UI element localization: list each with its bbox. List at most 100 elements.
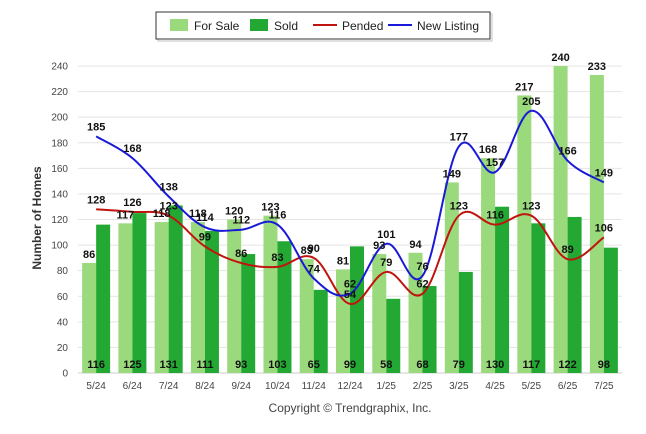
y-tick-label: 180 — [51, 138, 68, 149]
label-sold: 79 — [453, 359, 465, 371]
bar-sold — [386, 298, 401, 373]
label-pended: 89 — [561, 244, 573, 256]
y-tick-label: 60 — [57, 292, 69, 303]
bar-sold — [458, 271, 473, 373]
label-for-sale: 118 — [189, 208, 207, 220]
bar-for-sale — [444, 182, 459, 373]
label-new-listing: 185 — [87, 121, 105, 133]
label-for-sale: 123 — [261, 202, 279, 214]
label-sold: 122 — [558, 359, 576, 371]
x-tick-label: 7/24 — [159, 381, 179, 392]
label-for-sale: 168 — [479, 144, 497, 156]
bar-sold — [495, 206, 510, 373]
bars — [82, 66, 618, 374]
bar-sold — [241, 254, 256, 373]
data-labels: 8611612818511712512616811813112313811811… — [83, 52, 613, 371]
bar-sold — [567, 216, 582, 373]
label-for-sale: 89 — [301, 245, 313, 257]
label-sold: 111 — [196, 359, 213, 371]
legend-label-new-listing: New Listing — [417, 19, 479, 33]
label-pended: 79 — [380, 257, 392, 269]
label-for-sale: 217 — [515, 81, 533, 93]
bar-for-sale — [263, 215, 278, 373]
y-tick-label: 40 — [57, 317, 69, 328]
label-for-sale: 93 — [373, 240, 385, 252]
label-pended: 99 — [199, 231, 211, 243]
label-sold: 98 — [598, 359, 610, 371]
label-pended: 83 — [271, 252, 283, 264]
label-sold: 131 — [159, 359, 177, 371]
label-sold: 103 — [268, 359, 286, 371]
bar-sold — [350, 246, 364, 373]
y-axis-ticks: 0 20 40 60 80 100 120 140 160 180 200 220 240 — [51, 62, 68, 380]
x-tick-label: 6/25 — [558, 381, 578, 392]
bar-sold — [96, 224, 111, 373]
y-tick-label: 200 — [51, 113, 68, 124]
label-for-sale: 240 — [551, 52, 569, 64]
copyright-text: Copyright © Trendgraphix, Inc. — [269, 401, 432, 415]
y-tick-label: 20 — [57, 343, 69, 354]
y-tick-label: 240 — [51, 62, 68, 73]
y-axis-label: Number of Homes — [30, 166, 44, 270]
label-pended: 116 — [486, 210, 504, 222]
label-new-listing: 177 — [450, 132, 468, 144]
bar-for-sale — [82, 262, 97, 373]
legend-swatch-for-sale — [170, 19, 188, 31]
label-for-sale: 118 — [153, 208, 171, 220]
x-tick-label: 9/24 — [231, 381, 251, 392]
label-pended: 86 — [235, 248, 247, 260]
label-pended: 126 — [123, 197, 141, 209]
label-sold: 116 — [87, 359, 105, 371]
label-pended: 123 — [159, 201, 177, 213]
legend: For Sale Sold Pended New Listing — [155, 11, 493, 42]
x-tick-label: 1/25 — [377, 381, 397, 392]
bar-sold — [132, 213, 147, 373]
label-new-listing: 101 — [377, 229, 395, 241]
label-new-listing: 114 — [196, 212, 215, 224]
label-sold: 65 — [308, 359, 320, 371]
x-tick-label: 10/24 — [265, 381, 290, 392]
bar-sold — [277, 241, 292, 373]
label-pended: 123 — [522, 201, 540, 213]
legend-label-sold: Sold — [274, 19, 298, 33]
label-pended: 62 — [416, 279, 428, 291]
label-new-listing: 166 — [558, 146, 576, 158]
label-pended: 123 — [450, 201, 468, 213]
label-pended: 90 — [308, 243, 320, 255]
bar-for-sale — [372, 254, 387, 373]
label-for-sale: 117 — [117, 209, 135, 221]
x-tick-label: 8/24 — [195, 381, 215, 392]
label-sold: 93 — [235, 359, 247, 371]
legend-box — [155, 11, 491, 40]
x-tick-label: 2/25 — [413, 381, 433, 392]
bar-for-sale — [299, 259, 314, 373]
label-sold: 125 — [123, 359, 141, 371]
x-tick-label: 3/25 — [449, 381, 469, 392]
label-for-sale: 81 — [337, 255, 349, 267]
x-tick-label: 5/24 — [86, 381, 106, 392]
x-tick-label: 4/25 — [485, 381, 505, 392]
label-new-listing: 74 — [308, 263, 321, 275]
bar-sold — [603, 247, 618, 373]
bar-for-sale — [517, 95, 532, 373]
label-sold: 68 — [416, 359, 428, 371]
x-tick-label: 7/25 — [594, 381, 614, 392]
y-tick-label: 100 — [51, 241, 68, 252]
label-for-sale: 149 — [443, 168, 461, 180]
bar-for-sale — [227, 219, 242, 373]
bar-for-sale — [553, 66, 568, 373]
bar-for-sale — [589, 74, 604, 374]
label-new-listing: 76 — [416, 261, 428, 273]
label-sold: 58 — [380, 359, 392, 371]
label-pended: 54 — [344, 289, 357, 301]
label-new-listing: 138 — [159, 181, 177, 193]
label-for-sale: 86 — [83, 249, 95, 261]
bar-sold — [531, 223, 546, 373]
label-new-listing: 62 — [344, 279, 356, 291]
x-axis-ticks: 5/24 6/24 7/24 8/24 9/24 10/24 11/24 12/24 1/25 2… — [86, 381, 614, 392]
label-for-sale: 120 — [225, 206, 243, 218]
y-tick-label: 0 — [62, 369, 68, 380]
bar-for-sale — [190, 222, 205, 373]
